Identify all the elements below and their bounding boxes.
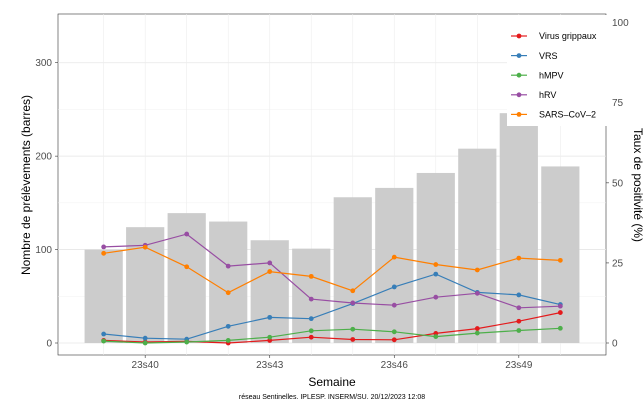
series-point	[557, 303, 563, 309]
bar	[292, 248, 331, 343]
series-point	[267, 334, 273, 340]
series-point	[391, 254, 397, 260]
y-tick-label-right: 75	[612, 98, 624, 109]
y-axis-title-left: Nombre de prélèvements (barres)	[19, 95, 33, 275]
series-point	[391, 302, 397, 308]
series-point	[225, 290, 231, 296]
series-point	[308, 296, 314, 302]
legend-key-point	[516, 33, 522, 39]
series-line	[103, 246, 561, 294]
series-point	[101, 244, 107, 250]
series-line	[103, 327, 561, 344]
series-point	[557, 257, 563, 263]
series-point	[308, 328, 314, 334]
series-point	[391, 284, 397, 290]
series-point	[350, 337, 356, 342]
series-lines	[101, 231, 563, 346]
bar	[84, 249, 123, 343]
y-tick-label-left: 0	[46, 339, 52, 350]
series-point	[184, 231, 190, 237]
bar	[375, 187, 414, 343]
x-tick-label: 23s43	[256, 360, 284, 371]
series-point	[516, 305, 522, 311]
series-point	[101, 250, 107, 256]
series-point	[308, 316, 314, 322]
series-line	[103, 273, 561, 340]
bar	[541, 166, 580, 343]
bar	[209, 221, 248, 343]
series-point	[308, 334, 314, 340]
series-point	[516, 292, 522, 298]
legend-key-point	[516, 92, 522, 98]
y-tick-label-left: 200	[35, 152, 52, 163]
y-tick-label-left: 100	[35, 245, 52, 256]
series-line	[103, 312, 561, 344]
series-point	[433, 334, 439, 339]
series-line	[103, 233, 561, 309]
series-point	[101, 338, 107, 344]
series-point	[308, 273, 314, 279]
series-point	[433, 262, 439, 267]
series-point	[184, 339, 190, 345]
legend-label: hMPV	[539, 70, 564, 80]
y-axis-title-right: Taux de positivité (%)	[631, 128, 643, 242]
series-point	[391, 337, 397, 343]
series-point	[267, 269, 273, 274]
series-point	[184, 264, 190, 270]
series-point	[225, 263, 231, 269]
legend-box	[507, 15, 609, 126]
series-point	[474, 290, 480, 296]
series-point	[267, 260, 273, 266]
series-point	[557, 310, 563, 315]
series-point	[267, 314, 273, 320]
bar	[499, 113, 538, 343]
legend-key-point	[516, 72, 522, 78]
series-point	[474, 267, 480, 273]
series-point	[474, 330, 480, 336]
series-point	[350, 288, 356, 294]
legend-label: Virus grippaux	[539, 31, 597, 41]
series-point	[433, 294, 439, 300]
x-axis-title: Semaine	[308, 375, 356, 389]
series-point	[142, 244, 148, 250]
series-point	[142, 340, 148, 346]
x-tick-label: 23s46	[381, 360, 409, 371]
y-tick-label-right: 0	[612, 339, 618, 350]
legend-label: SARS–CoV–2	[539, 110, 596, 120]
series-point	[142, 335, 148, 341]
bar	[250, 240, 289, 343]
series-point	[557, 325, 563, 331]
x-tick-label: 23s40	[132, 360, 160, 371]
series-point	[516, 318, 522, 324]
y-tick-label-right: 25	[612, 258, 624, 269]
legend-label: VRS	[539, 51, 558, 61]
series-point	[474, 326, 480, 331]
series-point	[350, 326, 356, 332]
series-point	[101, 331, 107, 337]
y-tick-label-left: 300	[35, 58, 52, 69]
y-tick-label-right: 50	[612, 178, 624, 189]
bar	[416, 172, 455, 343]
series-point	[391, 329, 397, 335]
series-point	[516, 255, 522, 261]
legend: Virus grippaux VRS hMPV hRV SARS–CoV–2	[507, 15, 609, 126]
bar	[458, 148, 497, 343]
series-point	[225, 338, 231, 343]
ticks: 0 100 200 300 23s40 23s43 23s46 23s49 0 25 50 75 100	[35, 18, 629, 371]
bar	[333, 197, 372, 343]
legend-label: hRV	[539, 90, 556, 100]
y-tick-label-right: 100	[612, 18, 629, 29]
series-point	[516, 328, 522, 333]
series-point	[433, 271, 439, 277]
legend-key-point	[516, 112, 522, 117]
x-tick-label: 23s49	[505, 360, 533, 371]
caption: réseau Sentinelles. IPLESP. INSERM/SU. 2…	[239, 394, 425, 401]
series-point	[350, 300, 356, 306]
legend-key-point	[516, 53, 522, 58]
series-point	[225, 323, 231, 329]
